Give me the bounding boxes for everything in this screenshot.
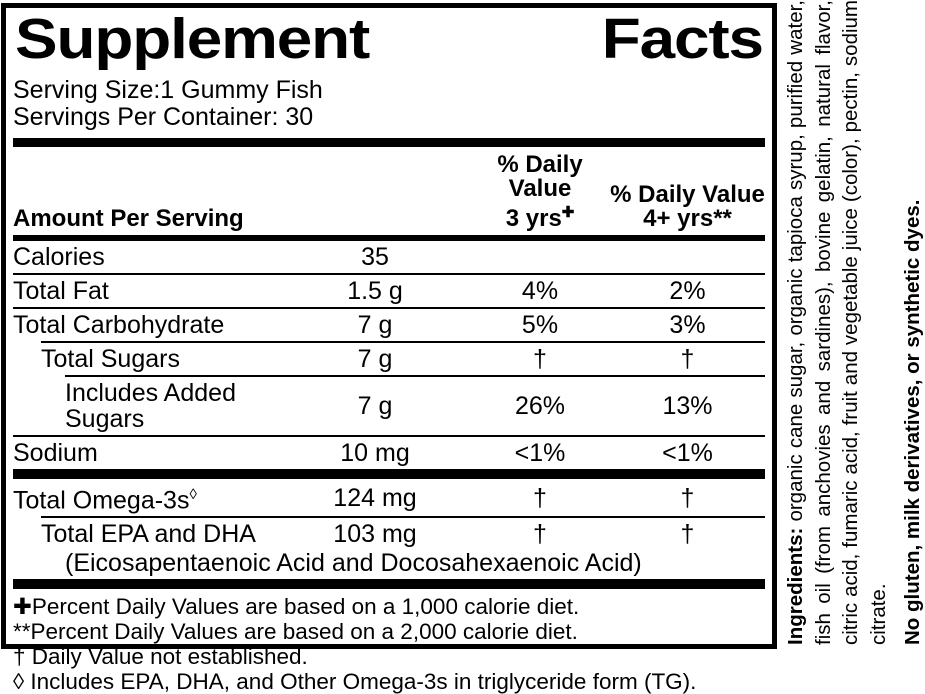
nutrient-name: Total EPA and DHA [41,520,256,549]
table-header: Amount Per Serving % Daily Value 3 yrs✚ … [13,147,765,235]
dv3-line2: 3 yrs [505,205,562,232]
nutrient-amount: 7 g [357,392,393,420]
nutrient-amount: 10 mg [340,439,410,467]
nutrient-name: Total Sugars [41,345,180,373]
daily-value-3yrs: † [533,520,547,549]
lozenge-marker-icon: ◊ [189,486,197,503]
daily-value-3yrs: 5% [521,311,559,339]
table-row: Includes Added Sugars 7 g 26% 13% [13,377,765,435]
separator [13,435,765,437]
daily-value-4plus: 13% [662,392,713,420]
dv4-line2: 4+ yrs** [643,205,732,232]
servings-per-container: Servings Per Container: 30 [13,103,314,131]
ingredients-claim: No gluten, milk derivatives, or syntheti… [901,199,924,645]
page-title: Supplement Facts [15,7,764,71]
footnotes: ✚Percent Daily Values are based on a 1,0… [13,594,765,694]
serving-size: Serving Size:1 Gummy Fish [13,76,323,104]
daily-value-4plus: <1% [662,439,713,467]
daily-value-4plus: † [680,483,695,512]
footnote: ✚Percent Daily Values are based on a 1,0… [13,594,580,620]
divider-bar-header [13,235,765,241]
nutrient-amount: 7 g [357,345,393,373]
daily-value-3yrs: 4% [521,277,559,305]
separator [41,341,765,343]
daily-value-3yrs: † [533,483,547,512]
daily-value-3yrs: <1% [514,439,566,467]
title-word-2: Facts [601,7,764,71]
ingredients-sidebar: Ingredients: organic cane sugar, organic… [782,0,925,650]
daily-value-4plus: † [680,345,695,373]
nutrient-name: Sodium [13,439,98,467]
title-word-1: Supplement [15,7,370,71]
nutrient-name: Calories [13,243,105,271]
table-row: Total Fat 1.5 g 4% 2% [13,275,765,307]
nutrient-name: Total Carbohydrate [13,311,225,339]
serving-info: Serving Size:1 Gummy Fish Servings Per C… [13,77,765,131]
table-row: Sodium 10 mg <1% <1% [13,437,765,469]
daily-value-4plus: † [680,520,695,549]
column-header-dv3: % Daily Value 3 yrs✚ [470,153,610,231]
nutrient-name: Total Omega-3s◊ [13,486,197,515]
ingredients-rotated-block: Ingredients: organic cane sugar, organic… [782,0,925,645]
separator [41,516,765,519]
daily-value-3yrs: 26% [514,392,566,420]
footnote: ◊ Includes EPA, DHA, and Other Omega-3s … [13,669,697,694]
nutrient-amount: 7 g [357,311,393,339]
footnote: † Daily Value not established. [13,644,308,670]
nutrient-table-body: Calories 35 Total Fat 1.5 g 4% 2% Total Carboh… [13,241,765,590]
divider-bar-top [13,138,765,147]
daily-value-3yrs: † [533,345,547,373]
column-header-amount: Amount Per Serving [13,205,244,232]
separator [13,307,765,309]
table-row: Calories 35 [13,241,765,273]
separator [13,273,765,275]
table-row: Total Sugars 7 g † † [13,343,765,375]
supplement-facts-panel: Supplement Facts Serving Size:1 Gummy Fi… [1,3,777,694]
column-header-dv4: % Daily Value 4+ yrs** [610,183,765,231]
daily-value-4plus: 3% [669,311,706,339]
nutrient-amount: 35 [361,243,389,271]
nutrient-name: Includes Added Sugars [65,379,236,433]
daily-value-4plus: 2% [669,277,706,305]
ingredients-label: Ingredients: [784,527,807,645]
footnote: **Percent Daily Values are based on a 2,… [13,619,578,645]
nutrient-amount: 1.5 g [347,277,403,305]
separator [13,469,765,479]
nutrient-name: Total Fat [13,277,109,305]
dv4-line1: % Daily Value [610,181,765,208]
table-row: Total Carbohydrate 7 g 5% 3% [13,309,765,341]
nutrient-amount: 103 mg [333,520,417,549]
separator [65,375,765,377]
table-row: Total EPA and DHA 103 mg † † [13,518,765,550]
dv3-line1: % Daily Value [497,151,583,202]
table-row: Total Omega-3s◊ 124 mg † † [13,479,765,516]
nutrient-amount: 124 mg [333,483,417,512]
footnote-marker-cross-icon: ✚ [561,205,575,221]
separator [13,579,765,590]
nutrient-subtext: (Eicosapentaenoic Acid and Docosahexaeno… [65,549,642,578]
ingredients-text: Ingredients: organic cane sugar, organic… [782,0,892,645]
